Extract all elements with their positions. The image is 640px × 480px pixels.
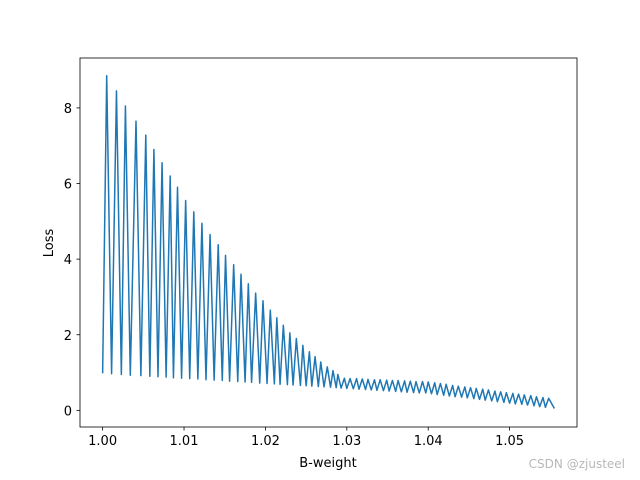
- data-line: [101, 75, 556, 409]
- x-tick-label: 1.03: [332, 434, 361, 449]
- y-tick-label: 8: [64, 102, 72, 117]
- plot-frame: [79, 57, 578, 428]
- x-tick-label: 1.01: [170, 434, 199, 449]
- x-tick-label: 1.02: [251, 434, 280, 449]
- y-tick-label: 4: [64, 253, 72, 268]
- y-tick-label: 0: [64, 404, 72, 419]
- y-tick-label: 2: [64, 329, 72, 344]
- y-tick-label: 6: [64, 178, 72, 193]
- y-axis-label: Loss: [42, 229, 57, 258]
- x-tick-label: 1.00: [88, 434, 117, 449]
- x-tick-label: 1.05: [495, 434, 524, 449]
- x-axis-label: B-weight: [299, 456, 356, 471]
- x-tick-label: 1.04: [414, 434, 443, 449]
- watermark: CSDN @zjusteel: [529, 457, 625, 471]
